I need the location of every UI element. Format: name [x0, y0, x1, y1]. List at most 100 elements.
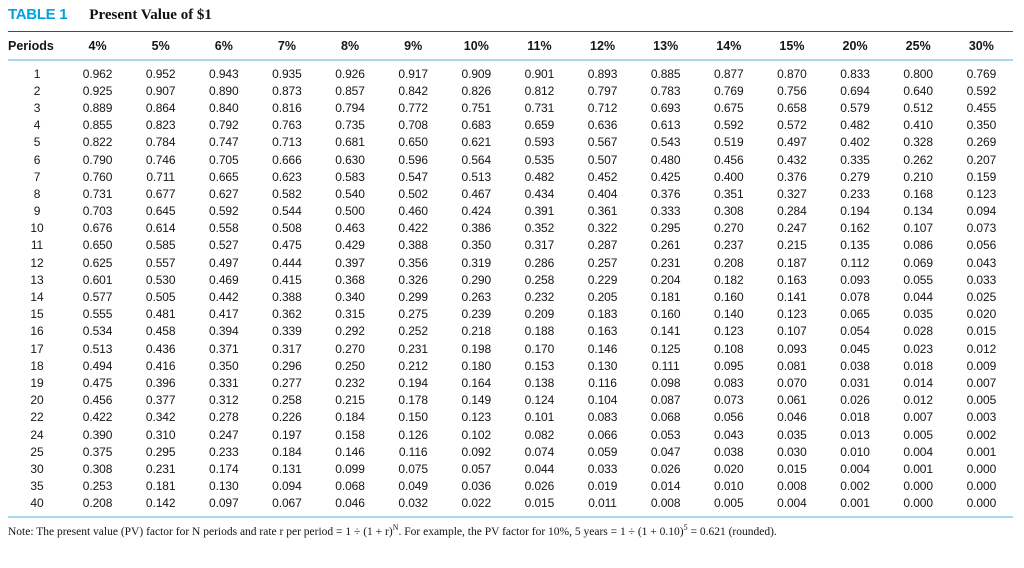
pv-factor-cell: 0.404 — [587, 186, 618, 201]
period-cell: 14 — [30, 290, 44, 305]
pv-factor-cell: 0.005 — [903, 427, 933, 442]
pv-factor-cell: 0.763 — [272, 118, 302, 133]
pv-factor-cell: 0.508 — [272, 221, 302, 236]
period-cell: 7 — [33, 169, 41, 184]
pv-factor-cell: 0.069 — [903, 255, 933, 270]
table-row: 5 0.822 0.784 0.747 0.713 0.681 0.650 0.621 0.59… — [8, 134, 1013, 151]
note-superscript: N — [392, 523, 399, 533]
pv-factor-cell: 0.693 — [650, 100, 681, 115]
period-cell: 25 — [30, 444, 44, 459]
pv-factor-cell: 0.226 — [272, 410, 302, 425]
pv-factor-cell: 0.592 — [209, 204, 239, 219]
pv-factor-cell: 0.045 — [840, 341, 870, 356]
pv-factor-cell: 0.094 — [272, 479, 302, 494]
pv-factor-cell: 0.627 — [209, 186, 239, 201]
pv-factor-cell: 0.130 — [209, 479, 239, 494]
period-cell: 6 — [33, 152, 41, 167]
pv-factor-cell: 0.683 — [461, 118, 492, 133]
pv-factor-cell: 0.322 — [587, 221, 618, 236]
pv-factor-cell: 0.402 — [840, 135, 870, 150]
column-header: 20% — [842, 38, 868, 53]
pv-factor-cell: 0.422 — [398, 221, 428, 236]
period-cell: 40 — [30, 496, 44, 511]
pv-factor-cell: 0.083 — [587, 410, 618, 425]
pv-factor-cell: 0.475 — [272, 238, 302, 253]
pv-factor-cell: 0.650 — [398, 135, 428, 150]
pv-factor-cell: 0.204 — [650, 272, 681, 287]
pv-factor-cell: 0.769 — [966, 66, 997, 81]
pv-factor-cell: 0.840 — [209, 100, 239, 115]
pv-factor-cell: 0.893 — [587, 66, 618, 81]
pv-factor-cell: 0.038 — [840, 358, 870, 373]
pv-factor-cell: 0.229 — [587, 272, 618, 287]
table-row: 16 0.534 0.458 0.394 0.339 0.292 0.252 0.218 0.1… — [8, 323, 1013, 340]
table-row: 10 0.676 0.614 0.558 0.508 0.463 0.422 0.386 0.3… — [8, 220, 1013, 237]
pv-factor-cell: 0.182 — [714, 272, 744, 287]
period-cell: 1 — [33, 66, 41, 81]
pv-factor-cell: 0.093 — [777, 341, 807, 356]
pv-factor-cell: 0.388 — [398, 238, 428, 253]
pv-factor-cell: 0.075 — [398, 461, 428, 476]
table-row: 12 0.625 0.557 0.497 0.444 0.397 0.356 0.319 0.2… — [8, 254, 1013, 271]
pv-factor-cell: 0.390 — [82, 427, 113, 442]
pv-factor-cell: 0.026 — [650, 461, 681, 476]
pv-factor-cell: 0.194 — [398, 375, 428, 390]
pv-factor-cell: 0.126 — [398, 427, 428, 442]
pv-factor-cell: 0.083 — [714, 375, 744, 390]
pv-factor-cell: 0.290 — [461, 272, 492, 287]
pv-factor-cell: 0.086 — [903, 238, 933, 253]
pv-factor-cell: 0.376 — [650, 186, 681, 201]
pv-factor-cell: 0.621 — [461, 135, 492, 150]
pv-factor-cell: 0.270 — [335, 341, 365, 356]
pv-factor-cell: 0.194 — [840, 204, 870, 219]
header-row: Periods 4% 5% 6% 7% 8% 9% 10% 11% 12% 13% 14% 15% 20%… — [8, 32, 1013, 60]
table-title: Present Value of $1 — [89, 7, 212, 23]
pv-factor-cell: 0.410 — [903, 118, 933, 133]
table-caption: TABLE 1 Present Value of $1 — [0, 6, 1024, 26]
pv-factor-cell: 0.098 — [650, 375, 681, 390]
table-label: TABLE 1 — [8, 6, 68, 23]
pv-factor-cell: 0.014 — [903, 375, 933, 390]
pv-factor-cell: 0.012 — [966, 341, 997, 356]
pv-factor-cell: 0.101 — [524, 410, 555, 425]
pv-factor-cell: 0.463 — [335, 221, 365, 236]
pv-factor-cell: 0.681 — [335, 135, 365, 150]
pv-factor-cell: 0.315 — [335, 307, 365, 322]
pv-factor-cell: 0.033 — [966, 272, 997, 287]
pv-factor-cell: 0.340 — [335, 290, 365, 305]
pv-factor-cell: 0.388 — [272, 290, 302, 305]
pv-factor-cell: 0.703 — [82, 204, 113, 219]
pv-factor-cell: 0.362 — [272, 307, 302, 322]
pv-factor-cell: 0.625 — [82, 255, 113, 270]
pv-factor-cell: 0.013 — [840, 427, 870, 442]
pv-factor-cell: 0.149 — [461, 393, 492, 408]
pv-factor-cell: 0.547 — [398, 169, 428, 184]
pv-factor-cell: 0.475 — [82, 375, 113, 390]
pv-factor-cell: 0.068 — [335, 479, 365, 494]
pv-factor-cell: 0.907 — [145, 83, 176, 98]
pv-factor-cell: 0.020 — [966, 307, 997, 322]
pv-factor-cell: 0.756 — [777, 83, 807, 98]
table-row: 40 0.208 0.142 0.097 0.067 0.046 0.032 0.022 0.0… — [8, 495, 1013, 517]
pv-factor-cell: 0.543 — [650, 135, 681, 150]
pv-factor-cell: 0.184 — [272, 444, 302, 459]
pv-factor-cell: 0.885 — [650, 66, 681, 81]
pv-factor-cell: 0.308 — [714, 204, 744, 219]
pv-factor-cell: 0.123 — [966, 186, 997, 201]
pv-factor-cell: 0.375 — [82, 444, 113, 459]
period-cell: 8 — [33, 186, 41, 201]
pv-factor-cell: 0.350 — [966, 118, 997, 133]
pv-factor-cell: 0.277 — [272, 375, 302, 390]
pv-factor-cell: 0.694 — [840, 83, 870, 98]
pv-factor-cell: 0.391 — [524, 204, 555, 219]
pv-factor-cell: 0.424 — [461, 204, 492, 219]
pv-factor-cell: 0.053 — [650, 427, 681, 442]
pv-factor-cell: 0.585 — [145, 238, 176, 253]
pv-factor-cell: 0.308 — [82, 461, 113, 476]
pv-factor-cell: 0.731 — [82, 186, 113, 201]
pv-factor-cell: 0.299 — [398, 290, 428, 305]
pv-factor-cell: 0.544 — [272, 204, 302, 219]
column-header: 6% — [214, 38, 233, 53]
pv-factor-cell: 0.507 — [587, 152, 618, 167]
pv-factor-cell: 0.162 — [840, 221, 870, 236]
